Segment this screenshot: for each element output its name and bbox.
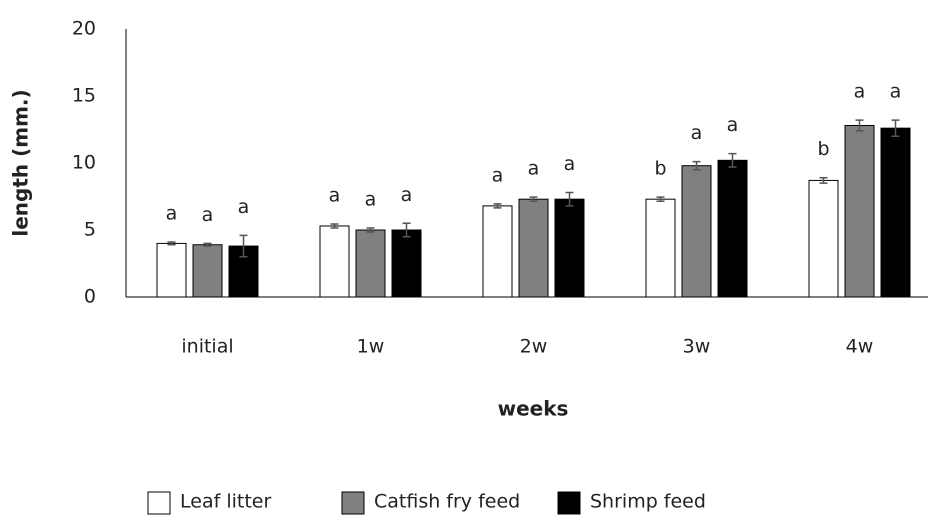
bar: [554, 198, 585, 298]
bar: [681, 165, 712, 298]
bar: [645, 198, 676, 298]
bar: [808, 179, 839, 298]
legend-swatch: [341, 491, 365, 515]
x-tick-label: initial: [181, 336, 233, 358]
significance-letter: a: [329, 184, 341, 206]
error-bar: [819, 176, 828, 184]
error-bar: [692, 160, 701, 171]
error-bar: [565, 191, 574, 207]
x-tick-label: 2w: [520, 336, 548, 358]
bar: [518, 198, 549, 298]
bar: [192, 244, 223, 298]
x-tick-label: 4w: [846, 336, 874, 358]
significance-letter: a: [238, 196, 250, 218]
bar: [880, 127, 911, 298]
x-tick-label: 1w: [357, 336, 385, 358]
error-bar: [891, 119, 900, 137]
bar: [717, 159, 748, 298]
bar: [355, 229, 386, 298]
legend-label: Catfish fry feed: [374, 491, 520, 513]
y-axis-label: length (mm.): [9, 89, 33, 236]
significance-letter: a: [890, 81, 902, 103]
legend-swatch: [557, 491, 581, 515]
significance-letter: a: [854, 81, 866, 103]
bar: [156, 242, 187, 298]
legend-label: Shrimp feed: [590, 491, 706, 513]
error-bar: [656, 196, 665, 202]
significance-letter: a: [564, 153, 576, 175]
y-tick-label: 0: [84, 286, 96, 308]
error-bar: [493, 203, 502, 209]
error-bar: [239, 234, 248, 258]
significance-letter: b: [654, 158, 666, 180]
error-bar: [203, 242, 212, 247]
error-bar: [529, 196, 538, 202]
x-tick-label: 3w: [683, 336, 711, 358]
error-bar: [167, 241, 176, 246]
significance-letter: a: [727, 114, 739, 136]
error-bar: [366, 227, 375, 233]
legend-label: Leaf litter: [180, 491, 271, 513]
significance-letter: a: [166, 203, 178, 225]
error-bar: [728, 152, 737, 168]
significance-letter: a: [202, 204, 214, 226]
significance-letter: a: [492, 164, 504, 186]
y-tick-label: 20: [72, 18, 96, 40]
significance-letter: a: [365, 188, 377, 210]
significance-letter: a: [401, 184, 413, 206]
legend-swatch: [147, 491, 171, 515]
y-tick-label: 15: [72, 85, 96, 107]
y-tick-label: 5: [84, 219, 96, 241]
bar: [319, 225, 350, 298]
error-bar: [330, 223, 339, 229]
y-tick-label: 10: [72, 152, 96, 174]
bar: [482, 205, 513, 298]
significance-letter: a: [528, 158, 540, 180]
bar: [844, 124, 875, 298]
significance-letter: b: [817, 138, 829, 160]
x-axis-label: weeks: [498, 397, 569, 421]
bar: [391, 229, 422, 298]
significance-letter: a: [691, 122, 703, 144]
error-bar: [855, 119, 864, 132]
error-bar: [402, 222, 411, 238]
